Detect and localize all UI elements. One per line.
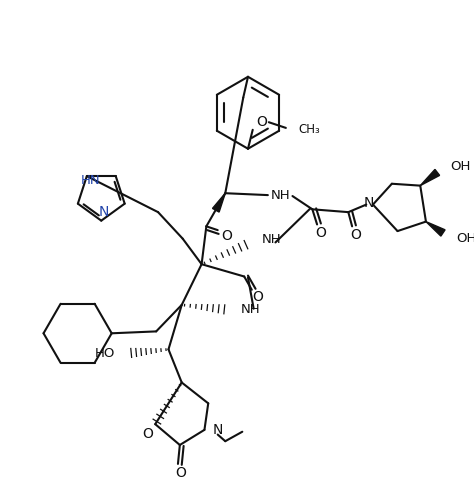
Text: NH: NH: [240, 303, 260, 316]
Text: O: O: [252, 290, 263, 304]
Text: OH: OH: [451, 160, 471, 173]
Text: NH: NH: [270, 188, 290, 202]
Polygon shape: [212, 193, 225, 212]
Text: N: N: [212, 423, 223, 437]
Text: O: O: [175, 466, 186, 480]
Text: O: O: [142, 426, 153, 440]
Text: NH: NH: [262, 233, 282, 246]
Text: CH₃: CH₃: [298, 124, 320, 136]
Text: HO: HO: [95, 346, 116, 360]
Text: N: N: [364, 196, 374, 209]
Text: HN: HN: [81, 174, 100, 188]
Text: O: O: [222, 229, 233, 243]
Text: O: O: [350, 228, 361, 242]
Text: O: O: [257, 115, 268, 129]
Text: OH: OH: [456, 232, 474, 245]
Text: O: O: [315, 226, 326, 240]
Polygon shape: [420, 170, 439, 186]
Polygon shape: [426, 222, 445, 236]
Text: N: N: [99, 205, 109, 219]
